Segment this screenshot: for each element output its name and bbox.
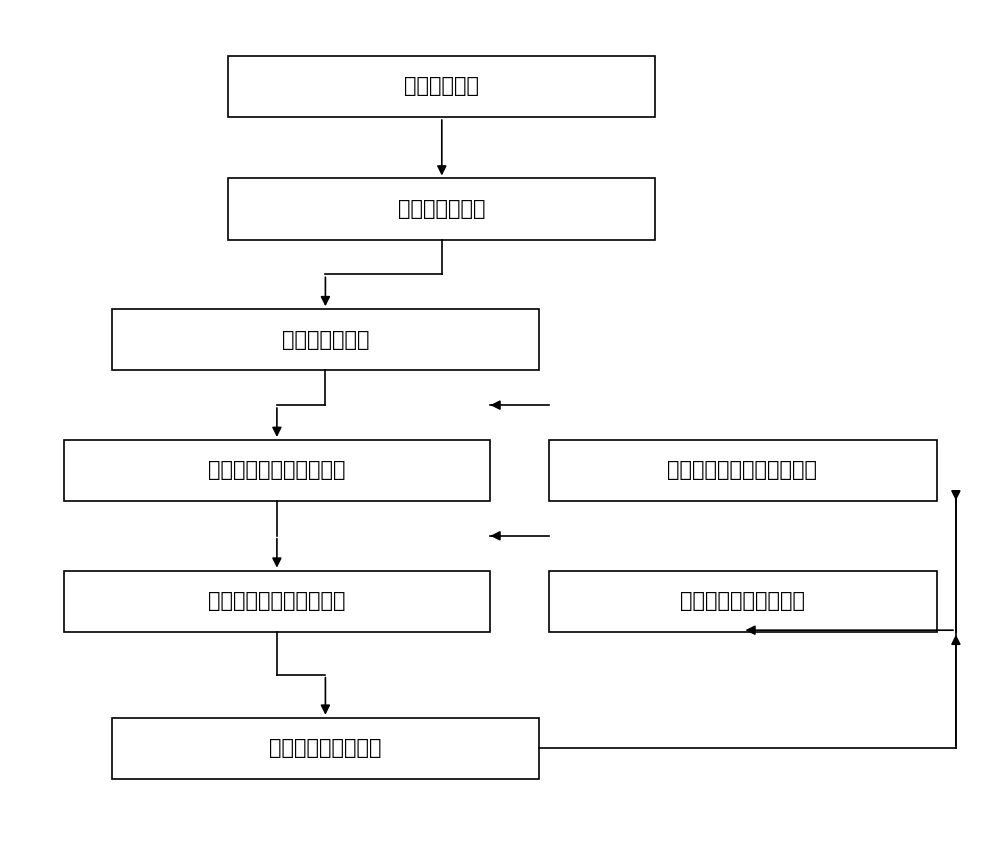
Text: 神经回馈时间迟滞补偿环节: 神经回馈时间迟滞补偿环节 [668, 461, 818, 480]
Text: 驾驶员神经回馈迟滞环节: 驾驶员神经回馈迟滞环节 [208, 461, 346, 480]
FancyBboxPatch shape [64, 440, 490, 501]
FancyBboxPatch shape [112, 309, 539, 370]
FancyBboxPatch shape [228, 179, 655, 240]
FancyBboxPatch shape [112, 717, 539, 779]
Text: 驾驶员预瞄环节: 驾驶员预瞄环节 [398, 199, 486, 219]
FancyBboxPatch shape [228, 56, 655, 117]
Text: 驾驶员肌肉反应时间环节: 驾驶员肌肉反应时间环节 [208, 591, 346, 612]
Text: 实际的车辆侧向位移: 实际的车辆侧向位移 [269, 739, 382, 758]
Text: 肌肉反应时间补偿环节: 肌肉反应时间补偿环节 [680, 591, 805, 612]
Text: 驾驶员补偿环节: 驾驶员补偿环节 [282, 329, 369, 350]
FancyBboxPatch shape [548, 440, 937, 501]
FancyBboxPatch shape [548, 571, 937, 632]
Text: 理想轨迹输入: 理想轨迹输入 [404, 76, 479, 97]
FancyBboxPatch shape [64, 571, 490, 632]
